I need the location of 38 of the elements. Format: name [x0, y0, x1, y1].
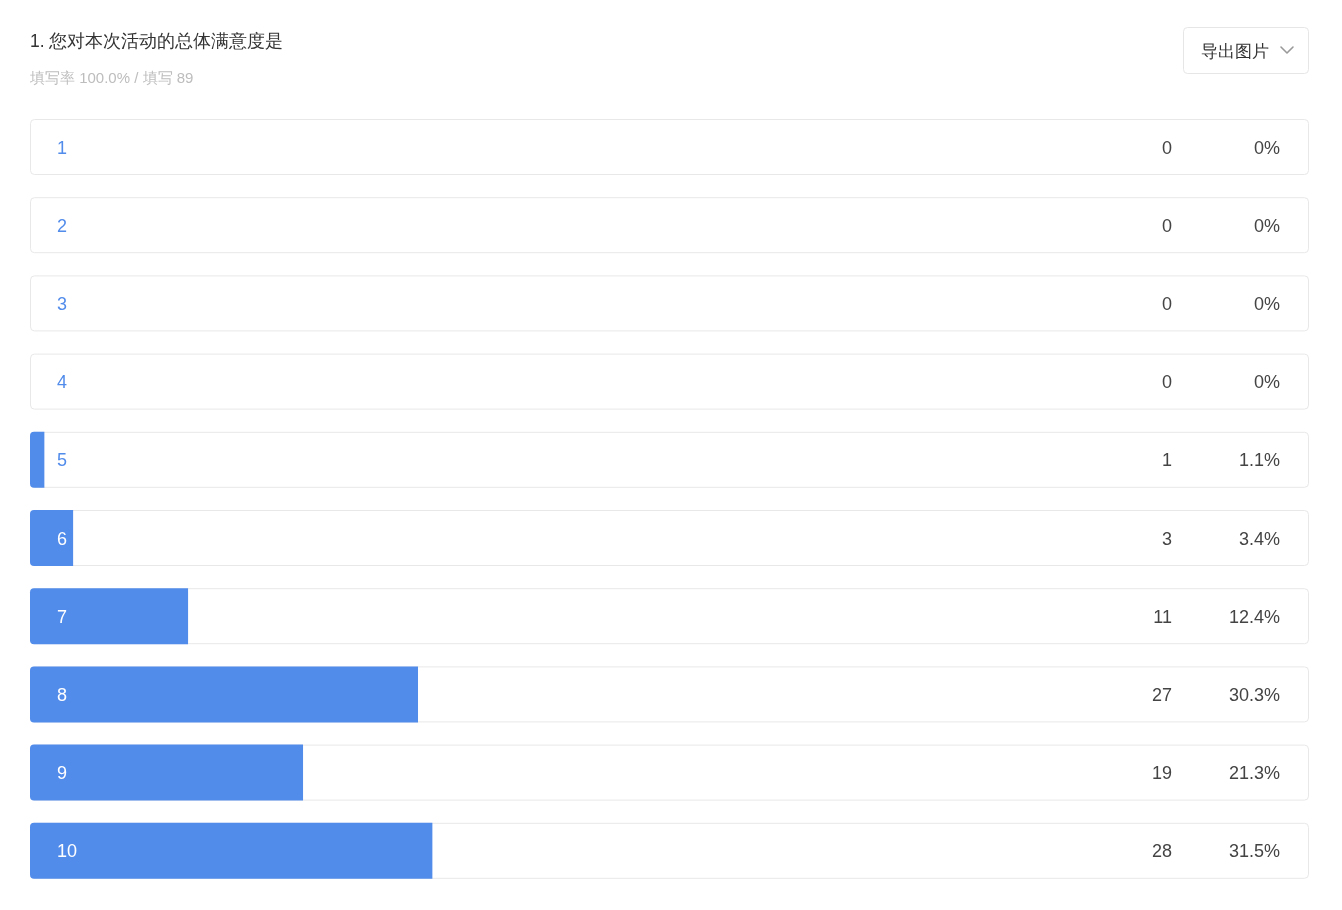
annotation: 30.3%: [1228, 684, 1280, 705]
chart-subtitle: 填写率 100.0% / 填写 89: [29, 69, 194, 86]
y-tick-label: 4: [57, 372, 68, 393]
annotation: 0%: [1253, 293, 1280, 314]
annotation: 1.1%: [1238, 450, 1280, 471]
export-button: 导出图片: [1183, 27, 1309, 74]
data-label: 19: [1151, 763, 1172, 784]
data-label: 3: [1161, 528, 1172, 549]
data-label: 0: [1161, 137, 1172, 158]
bar: [30, 431, 45, 488]
y-tick-label: 6: [57, 528, 68, 549]
data-label: 1: [1161, 450, 1172, 471]
y-tick-label: 7: [57, 606, 68, 627]
y-tick-label: 1: [57, 137, 68, 158]
bar: [30, 510, 74, 566]
annotation: 0%: [1253, 372, 1280, 393]
y-tick-label: 9: [57, 763, 68, 784]
annotation: 3.4%: [1238, 528, 1280, 549]
y-tick-label: 10: [57, 841, 78, 862]
y-tick-label: 3: [57, 293, 68, 314]
annotation: 31.5%: [1228, 841, 1280, 862]
data-label: 28: [1151, 841, 1172, 862]
annotation: 0%: [1253, 215, 1280, 236]
data-label: 0: [1161, 215, 1172, 236]
annotation: 0%: [1253, 137, 1280, 158]
annotation: 21.3%: [1228, 763, 1280, 784]
annotation: 12.4%: [1228, 606, 1280, 627]
bar: [30, 744, 304, 801]
bar: [30, 666, 419, 723]
chart-title: 1. 您对本次活动的总体满意度是: [30, 31, 284, 51]
y-tick-label: 5: [57, 450, 68, 471]
data-label: 27: [1151, 684, 1172, 705]
y-tick-label: 2: [57, 215, 68, 236]
data-label: 0: [1161, 293, 1172, 314]
data-label: 11: [1153, 606, 1172, 627]
y-tick-label: 8: [57, 684, 68, 705]
bar: [30, 588, 189, 645]
data-label: 0: [1161, 372, 1172, 393]
